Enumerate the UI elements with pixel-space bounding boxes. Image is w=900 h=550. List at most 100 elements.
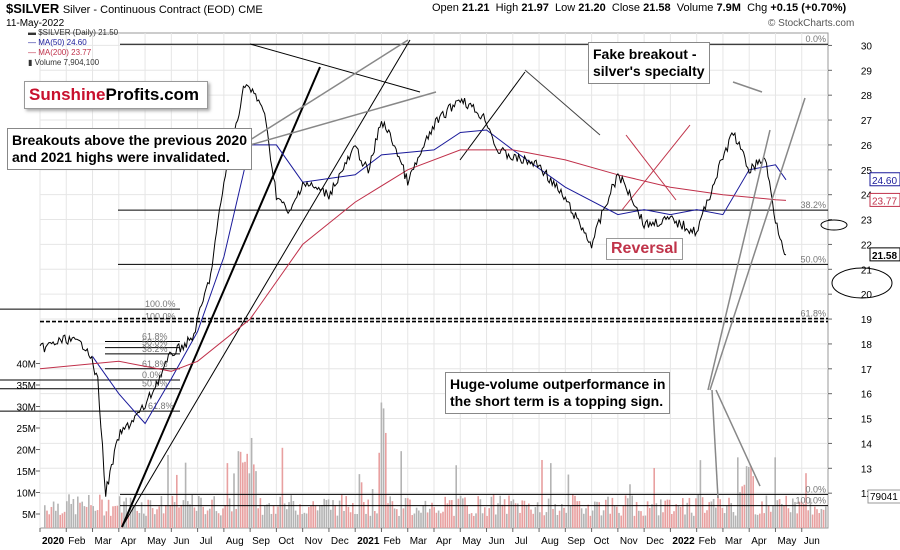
- volume-bar: [435, 512, 438, 528]
- open-label: Open: [432, 2, 459, 14]
- volume-bar: [501, 504, 504, 528]
- volume-bar: [264, 505, 266, 528]
- volume-bar: [92, 506, 94, 528]
- volume-bar: [429, 508, 431, 528]
- volume-bar: [63, 511, 66, 528]
- fib-label: 0.0%: [142, 370, 163, 380]
- x-tick-label: 2022: [672, 536, 695, 547]
- symbol-description: Silver - Continuous Contract (EOD): [62, 4, 235, 16]
- volume-bar: [145, 515, 147, 528]
- x-tick-label: Apr: [436, 536, 452, 547]
- volume-bar: [158, 506, 160, 528]
- volume-bar: [781, 503, 783, 528]
- fib-label: 38.2%: [800, 200, 826, 210]
- volume-bar: [316, 510, 319, 528]
- volume-bar: [209, 508, 211, 528]
- price-series: [39, 83, 787, 497]
- volume-bar: [206, 510, 209, 528]
- volume-bar: [116, 505, 119, 528]
- volume-bar: [741, 486, 743, 528]
- volume-bar: [66, 501, 68, 528]
- volume-bar: [598, 502, 600, 528]
- volume-tick-label: 10M: [17, 489, 36, 500]
- y-tick-label: 17: [861, 365, 873, 376]
- x-tick-label: 2021: [357, 536, 380, 547]
- volume-bar: [195, 510, 198, 528]
- volume-bar: [46, 510, 48, 528]
- volume-bar: [215, 511, 218, 528]
- volume-bar: [420, 512, 422, 528]
- volume-bar: [134, 505, 136, 528]
- x-tick-label: Aug: [541, 536, 559, 547]
- ohlc-readout: Open 21.21 High 21.97 Low 21.20 Close 21…: [432, 2, 846, 14]
- x-tick-label: Apr: [751, 536, 767, 547]
- volume-bar: [246, 453, 248, 528]
- volume-bar: [765, 495, 768, 528]
- volume-bar: [640, 511, 642, 528]
- volume-bar: [723, 513, 726, 528]
- volume-bar: [334, 505, 336, 528]
- volume-bar: [411, 515, 413, 528]
- fib-label: 38.2%: [142, 344, 168, 354]
- volume-bar: [242, 462, 244, 528]
- volume-bars: [44, 402, 827, 528]
- volume-bar: [539, 512, 541, 528]
- x-tick-label: Feb: [699, 536, 717, 547]
- volume-bar: [99, 494, 101, 528]
- volume-bar: [589, 515, 592, 528]
- volume-bar: [363, 502, 365, 528]
- volume-bar: [301, 514, 303, 528]
- volume-bar: [400, 451, 402, 528]
- volume-bar: [191, 494, 193, 528]
- volume-bar: [154, 514, 156, 528]
- volume-bar: [459, 495, 462, 528]
- volume-bar: [715, 507, 717, 528]
- volume-bar: [710, 501, 713, 528]
- y-tick-label: 13: [861, 464, 873, 475]
- volume-bar: [171, 495, 174, 528]
- volume-bar: [272, 505, 275, 528]
- volume-bar: [510, 501, 512, 528]
- volume-bar: [365, 513, 367, 528]
- annotation-reversal: Reversal: [606, 238, 683, 260]
- volume-bar: [629, 484, 631, 528]
- volume-bar: [479, 499, 482, 528]
- volume-bar: [660, 499, 662, 528]
- volume-bar: [565, 512, 567, 528]
- volume-bar: [732, 512, 735, 528]
- volume-bar: [312, 501, 314, 528]
- volume-bar: [224, 505, 226, 528]
- volume-bar: [453, 515, 455, 528]
- volume-bar: [638, 510, 640, 528]
- volume-bar: [125, 497, 127, 528]
- leader-volume-c: [715, 389, 761, 487]
- x-tick-label: Jun: [489, 536, 505, 547]
- volume-bar: [371, 489, 374, 528]
- x-tick-label: Jul: [515, 536, 528, 547]
- volume-bar: [413, 513, 416, 528]
- volume-bar: [759, 513, 761, 528]
- fib-label: 61.8%: [800, 309, 826, 319]
- volume-bar: [675, 504, 677, 528]
- volume-bar: [59, 514, 61, 528]
- volume-bar: [607, 496, 609, 528]
- volume-bar: [374, 511, 376, 528]
- volume-bar: [402, 508, 405, 528]
- volume-bar: [198, 496, 200, 528]
- volume-bar: [556, 514, 559, 528]
- volume-bar: [521, 500, 523, 528]
- volume-bar: [187, 501, 189, 528]
- volume-bar: [94, 510, 97, 528]
- volume-bar: [811, 514, 814, 528]
- logo-part1: Sunshine: [29, 85, 106, 104]
- volume-bar: [138, 512, 141, 528]
- volume-bar: [404, 498, 407, 528]
- legend-ma50: — MA(50) 24.60: [28, 38, 87, 47]
- volume-bar: [358, 474, 361, 528]
- volume-bar: [776, 500, 779, 528]
- y-tick-label: 16: [861, 390, 873, 401]
- volume-bar: [712, 498, 715, 528]
- leader-volume-b: [711, 389, 719, 499]
- volume-bar: [176, 474, 178, 528]
- volume-bar: [767, 505, 770, 528]
